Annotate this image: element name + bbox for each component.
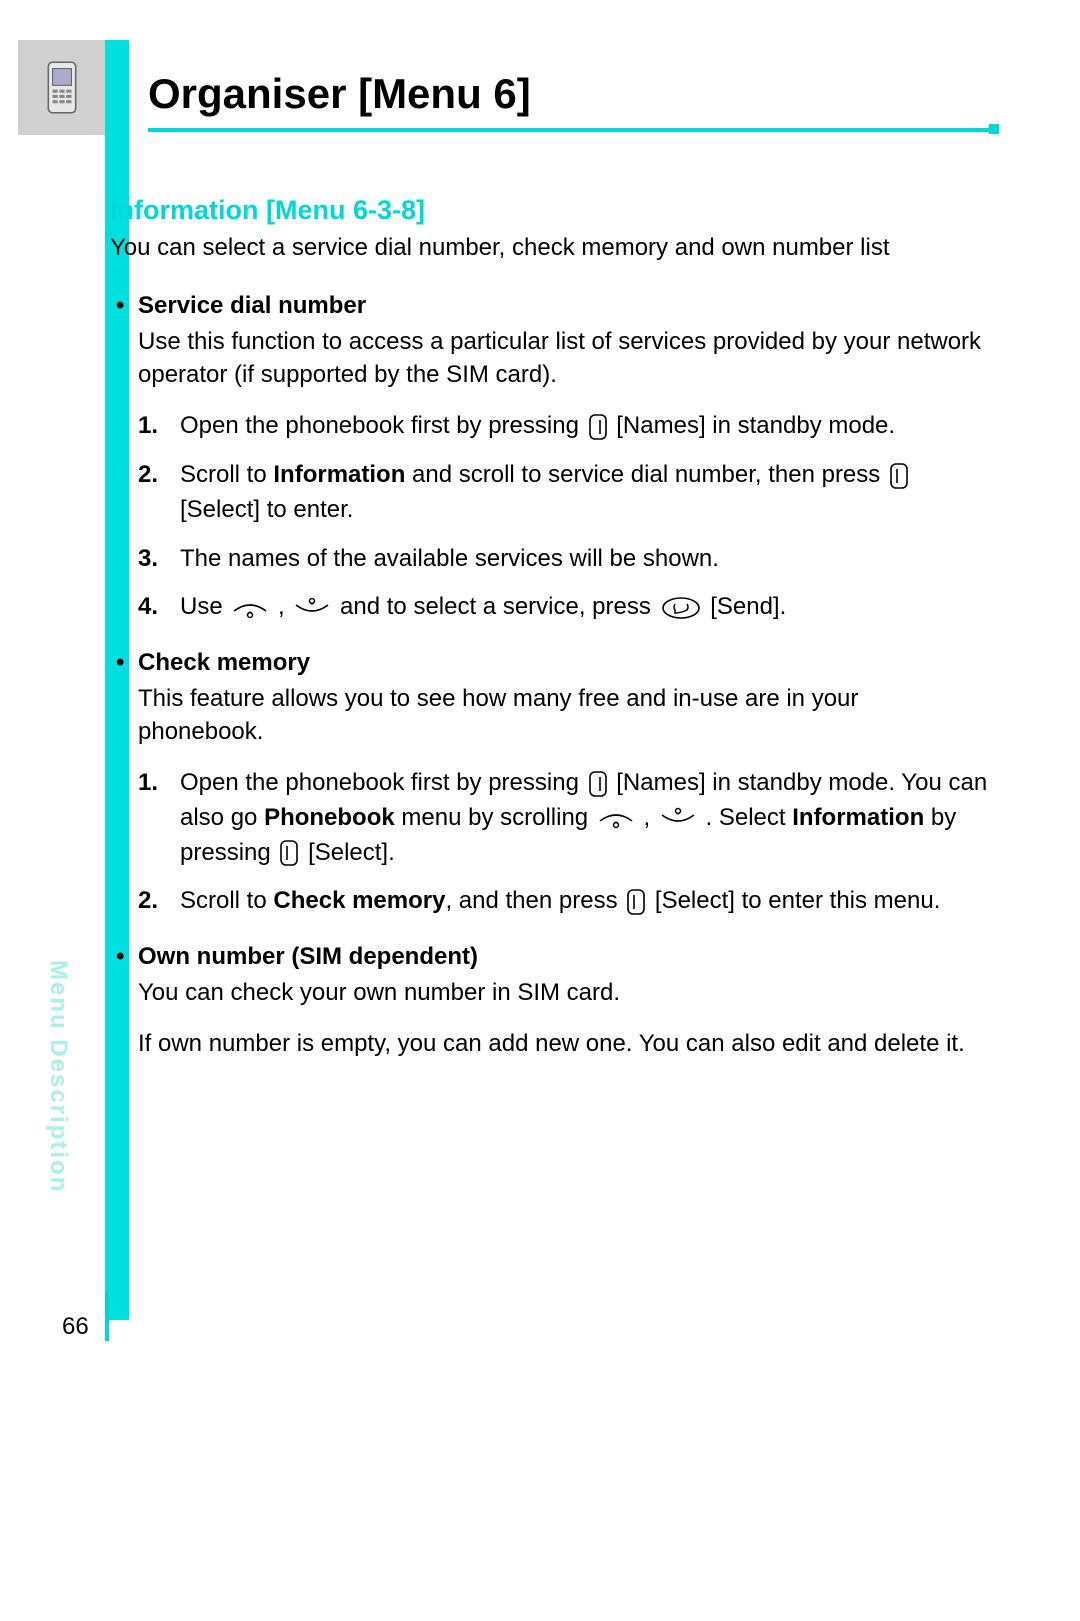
check-memory-desc: This feature allows you to see how many … <box>110 683 990 748</box>
page-number-bar <box>105 1291 109 1341</box>
softkey-left-icon <box>280 840 298 866</box>
side-section-label: Menu Description <box>44 960 72 1193</box>
check-memory-heading: Check memory <box>110 649 990 677</box>
step-number: 2. <box>138 884 158 919</box>
step-number: 3. <box>138 542 158 577</box>
nav-down-icon <box>660 807 696 829</box>
check-memory-block: Check memory This feature allows you to … <box>110 649 990 919</box>
service-dial-heading: Service dial number <box>110 292 990 320</box>
sd-step-2: 2. Scroll to Information and scroll to s… <box>110 458 990 528</box>
title-underline <box>148 128 991 132</box>
nav-up-icon <box>232 597 268 619</box>
phone-device-icon <box>42 55 82 120</box>
nav-down-icon <box>294 597 330 619</box>
step-number: 1. <box>138 766 158 801</box>
step-number: 4. <box>138 590 158 625</box>
sd-step-3: 3. The names of the available services w… <box>110 542 990 577</box>
header-icon-box <box>18 40 105 135</box>
own-number-p2: If own number is empty, you can add new … <box>110 1028 990 1060</box>
send-key-icon <box>661 596 701 620</box>
sd-step-1: 1. Open the phonebook first by pressing … <box>110 409 990 444</box>
softkey-left-icon <box>627 889 645 915</box>
page-number: 66 <box>62 1313 89 1341</box>
softkey-left-icon <box>890 463 908 489</box>
softkey-right-icon <box>589 771 607 797</box>
step-number: 2. <box>138 458 158 493</box>
nav-up-icon <box>598 807 634 829</box>
step-number: 1. <box>138 409 158 444</box>
own-number-block: Own number (SIM dependent) You can check… <box>110 943 990 1060</box>
section-title: Information [Menu 6-3-8] <box>110 195 990 226</box>
own-number-heading: Own number (SIM dependent) <box>110 943 990 971</box>
page-title: Organiser [Menu 6] <box>148 70 531 118</box>
section-intro: You can select a service dial number, ch… <box>110 232 990 264</box>
softkey-right-icon <box>589 414 607 440</box>
service-dial-block: Service dial number Use this function to… <box>110 292 990 625</box>
content-area: Information [Menu 6-3-8] You can select … <box>110 195 990 1084</box>
own-number-p1: You can check your own number in SIM car… <box>110 977 990 1009</box>
cm-step-2: 2. Scroll to Check memory, and then pres… <box>110 884 990 919</box>
title-dot <box>989 124 999 134</box>
sd-step-4: 4. Use , and to select a service, press … <box>110 590 990 625</box>
cm-step-1: 1. Open the phonebook first by pressing … <box>110 766 990 870</box>
service-dial-desc: Use this function to access a particular… <box>110 326 990 391</box>
